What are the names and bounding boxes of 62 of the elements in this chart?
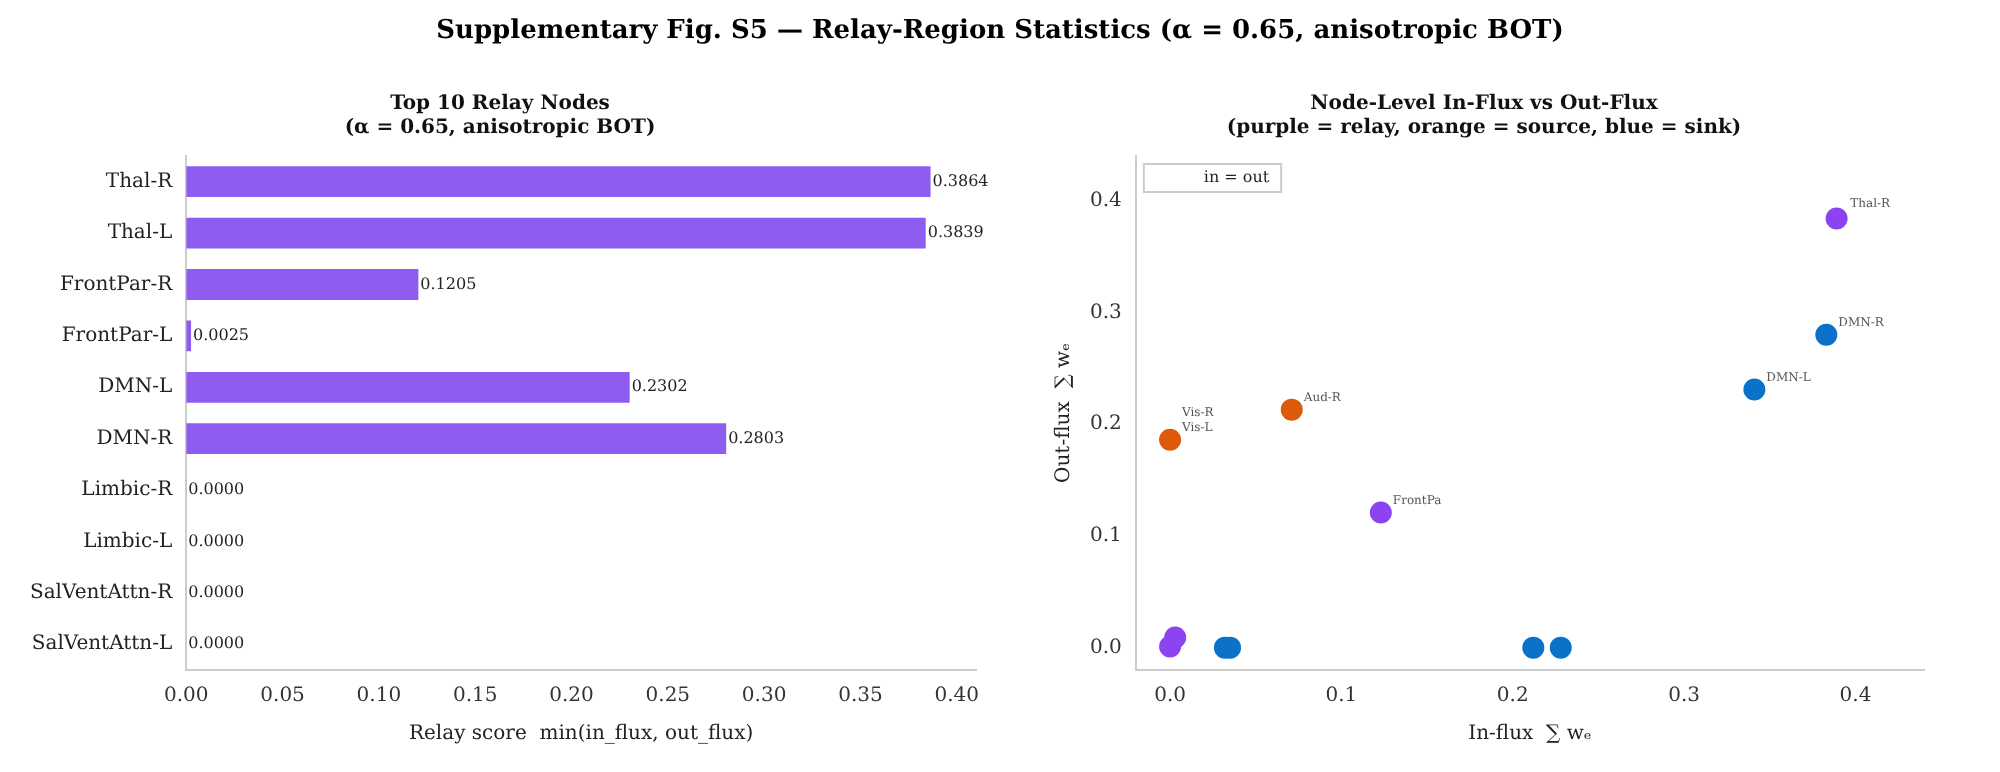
point (1549, 636, 1572, 659)
point (1280, 398, 1303, 421)
y-tick-label: 0.0 (1089, 636, 1122, 659)
point (1743, 378, 1766, 401)
point (1159, 635, 1182, 658)
bar (186, 423, 727, 455)
y-axis-title: Out-flux ∑ wₑ (1053, 342, 1076, 483)
data-label: 0.0000 (188, 531, 245, 550)
chart-subtitle: (α = 0.65, anisotropic BOT) (344, 117, 656, 140)
x-axis-title: Relay score min(in_flux, out_flux) (408, 723, 754, 746)
y-tick-label: Limbic-R (81, 479, 174, 502)
bar (186, 166, 931, 198)
y-tick-label: SalVentAttn-L (31, 633, 173, 656)
data-label: 0.2803 (728, 428, 785, 447)
data-label: 0.0000 (188, 634, 245, 653)
x-axis-title: In-flux ∑ wₑ (1468, 723, 1592, 746)
x-tick-label: 0.35 (838, 685, 883, 708)
y-tick-label: Limbic-L (83, 530, 173, 553)
data-label: 0.1205 (420, 274, 477, 293)
data-label: 0.0000 (188, 480, 245, 499)
point (1815, 323, 1838, 346)
y-tick-label: 0.1 (1089, 525, 1122, 548)
bar (186, 269, 419, 300)
y-tick-label: DMN-L (98, 376, 173, 399)
data-label: 0.3839 (927, 223, 984, 242)
y-tick-label: FrontPar-R (59, 273, 174, 296)
data-label: 0.3864 (932, 171, 989, 190)
point (1825, 207, 1848, 230)
y-tick-label: Thal-R (105, 170, 174, 193)
y-tick-label: 0.3 (1089, 301, 1122, 324)
x-tick-label: 0.40 (934, 685, 979, 708)
x-tick-label: 0.20 (549, 685, 594, 708)
data-label: 0.0000 (188, 583, 245, 602)
x-tick-label: 0.3 (1668, 685, 1701, 708)
chart-subtitle: (purple = relay, orange = source, blue = sink) (1226, 117, 1742, 140)
y-tick-label: 0.4 (1089, 189, 1122, 212)
y-tick-label: FrontPar-L (61, 325, 173, 348)
bar (186, 217, 926, 249)
point (1522, 636, 1545, 659)
chart-title: Top 10 Relay Nodes (390, 93, 611, 116)
x-tick-label: 0.05 (260, 685, 305, 708)
x-tick-label: 0.2 (1496, 685, 1529, 708)
point (1159, 428, 1182, 451)
y-tick-label: SalVentAttn-R (30, 582, 174, 605)
point (1369, 501, 1392, 524)
chart-title: Node-Level In-Flux vs Out-Flux (1310, 93, 1660, 116)
x-tick-label: 0.00 (163, 685, 209, 708)
x-tick-label: 0.25 (645, 685, 691, 708)
y-tick-label: 0.2 (1089, 413, 1122, 436)
data-label: 0.0025 (193, 326, 250, 345)
data-label: 0.2302 (631, 377, 688, 396)
x-tick-label: 0.0 (1154, 685, 1186, 708)
y-tick-label: DMN-R (96, 427, 174, 450)
x-tick-label: 0.1 (1325, 685, 1358, 708)
x-tick-label: 0.4 (1839, 685, 1872, 708)
x-tick-label: 0.30 (741, 685, 787, 708)
x-tick-label: 0.15 (452, 685, 498, 708)
text: Supplementary Fig. S5 — Relay-Region Statistics (α = 0.65, anisotropic BOT) (434, 16, 1566, 50)
y-tick-label: Thal-L (107, 222, 173, 245)
x-tick-label: 0.10 (356, 685, 402, 708)
annotation: in = out (1203, 168, 1271, 187)
bar (186, 371, 630, 403)
